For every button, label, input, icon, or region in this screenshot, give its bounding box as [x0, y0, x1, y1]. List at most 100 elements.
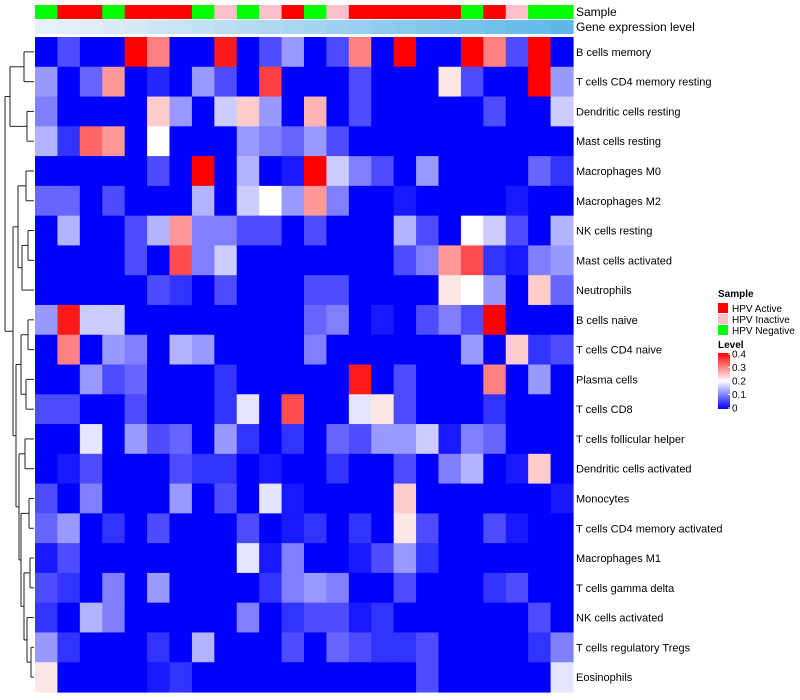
heatmap-cell [505, 126, 529, 157]
heatmap-cell [304, 662, 328, 693]
heatmap-cell [326, 275, 350, 306]
heatmap-cell [147, 275, 171, 306]
heatmap-cell [281, 156, 305, 187]
heatmap-cell [528, 632, 552, 663]
heatmap-cell [169, 304, 193, 336]
heatmap-cell [550, 424, 574, 455]
heatmap-cell [259, 126, 283, 157]
legend-entry-label: HPV Active [732, 304, 782, 315]
sample-annotation-cell [348, 5, 372, 19]
heatmap-cell [214, 602, 238, 634]
legend-swatch [718, 314, 728, 324]
sample-annotation-cell [528, 5, 552, 19]
heatmap-cell [147, 513, 171, 544]
heatmap-cell [57, 275, 81, 306]
heatmap-cell [147, 662, 171, 693]
heatmap-cell [416, 185, 440, 217]
heatmap-cell [102, 572, 126, 604]
heatmap-cell [460, 304, 484, 336]
heatmap-cell [124, 424, 148, 455]
heatmap-cell [259, 185, 283, 217]
sample-annotation-cell [147, 5, 171, 19]
heatmap-cell [57, 602, 81, 634]
heatmap-cell [550, 37, 574, 68]
heatmap-cells [35, 37, 574, 693]
heatmap-cell [281, 215, 305, 247]
sample-annotation-cell [460, 5, 484, 19]
heatmap-cell [169, 602, 193, 634]
heatmap-cell [326, 364, 350, 395]
heatmap-cell [505, 245, 529, 276]
heatmap-cell [393, 126, 417, 157]
heatmap-cell [438, 185, 462, 217]
heatmap-cell [259, 513, 283, 544]
heatmap-cell [528, 572, 552, 604]
heatmap-cell [236, 275, 260, 306]
heatmap-cell [416, 483, 440, 514]
heatmap-cell [35, 334, 59, 366]
heatmap-cell [35, 364, 59, 395]
heatmap-cell [505, 304, 529, 336]
expression-annotation-cell [371, 20, 395, 34]
heatmap-cell [57, 453, 81, 485]
heatmap-cell [57, 483, 81, 514]
heatmap-cell [371, 245, 395, 276]
heatmap-cell [438, 543, 462, 574]
heatmap-cell [57, 334, 81, 366]
heatmap-cell [147, 66, 171, 98]
heatmap-cell [236, 364, 260, 395]
heatmap-cell [124, 483, 148, 514]
heatmap-cell [281, 66, 305, 98]
heatmap-cell [348, 483, 372, 514]
heatmap-cell [35, 304, 59, 336]
heatmap-cell [371, 334, 395, 366]
heatmap-cell [304, 185, 328, 217]
heatmap-cell [259, 632, 283, 663]
heatmap-cell [79, 156, 103, 187]
heatmap-cell [505, 572, 529, 604]
row-label: B cells memory [576, 47, 652, 59]
heatmap-cell [102, 215, 126, 247]
heatmap-cell [483, 275, 507, 306]
row-label: T cells follicular helper [576, 434, 685, 446]
heatmap-cell [102, 543, 126, 574]
heatmap-cell [528, 364, 552, 395]
heatmap-cell [79, 424, 103, 455]
heatmap-cell [57, 96, 81, 127]
heatmap-cell [35, 96, 59, 127]
heatmap-cell [348, 364, 372, 395]
heatmap-cell [483, 96, 507, 127]
heatmap-cell [505, 96, 529, 127]
heatmap-cell [236, 483, 260, 514]
heatmap-cell [326, 453, 350, 485]
heatmap-cell [460, 215, 484, 247]
heatmap-cell [460, 185, 484, 217]
heatmap-cell [438, 334, 462, 366]
sample-annotation-cell [169, 5, 193, 19]
heatmap-cell [57, 543, 81, 574]
heatmap-cell [281, 245, 305, 276]
heatmap-cell [169, 424, 193, 455]
heatmap-cell [236, 513, 260, 544]
heatmap-cell [550, 364, 574, 395]
row-label: Macrophages M2 [576, 196, 661, 208]
heatmap-cell [505, 37, 529, 68]
heatmap-cell [102, 334, 126, 366]
heatmap-cell [236, 394, 260, 425]
heatmap-cell [214, 572, 238, 604]
heatmap-cell [147, 185, 171, 217]
heatmap-cell [124, 185, 148, 217]
heatmap-cell [460, 245, 484, 276]
heatmap-cell [483, 513, 507, 544]
heatmap-cell [304, 334, 328, 366]
heatmap-cell [460, 334, 484, 366]
heatmap-cell [236, 632, 260, 663]
heatmap-cell [438, 245, 462, 276]
row-label: Mast cells resting [576, 136, 661, 148]
heatmap-cell [483, 245, 507, 276]
heatmap-cell [371, 513, 395, 544]
heatmap-cell [483, 156, 507, 187]
heatmap-cell [259, 364, 283, 395]
sample-annotation-cell [393, 5, 417, 19]
heatmap-cell [393, 185, 417, 217]
